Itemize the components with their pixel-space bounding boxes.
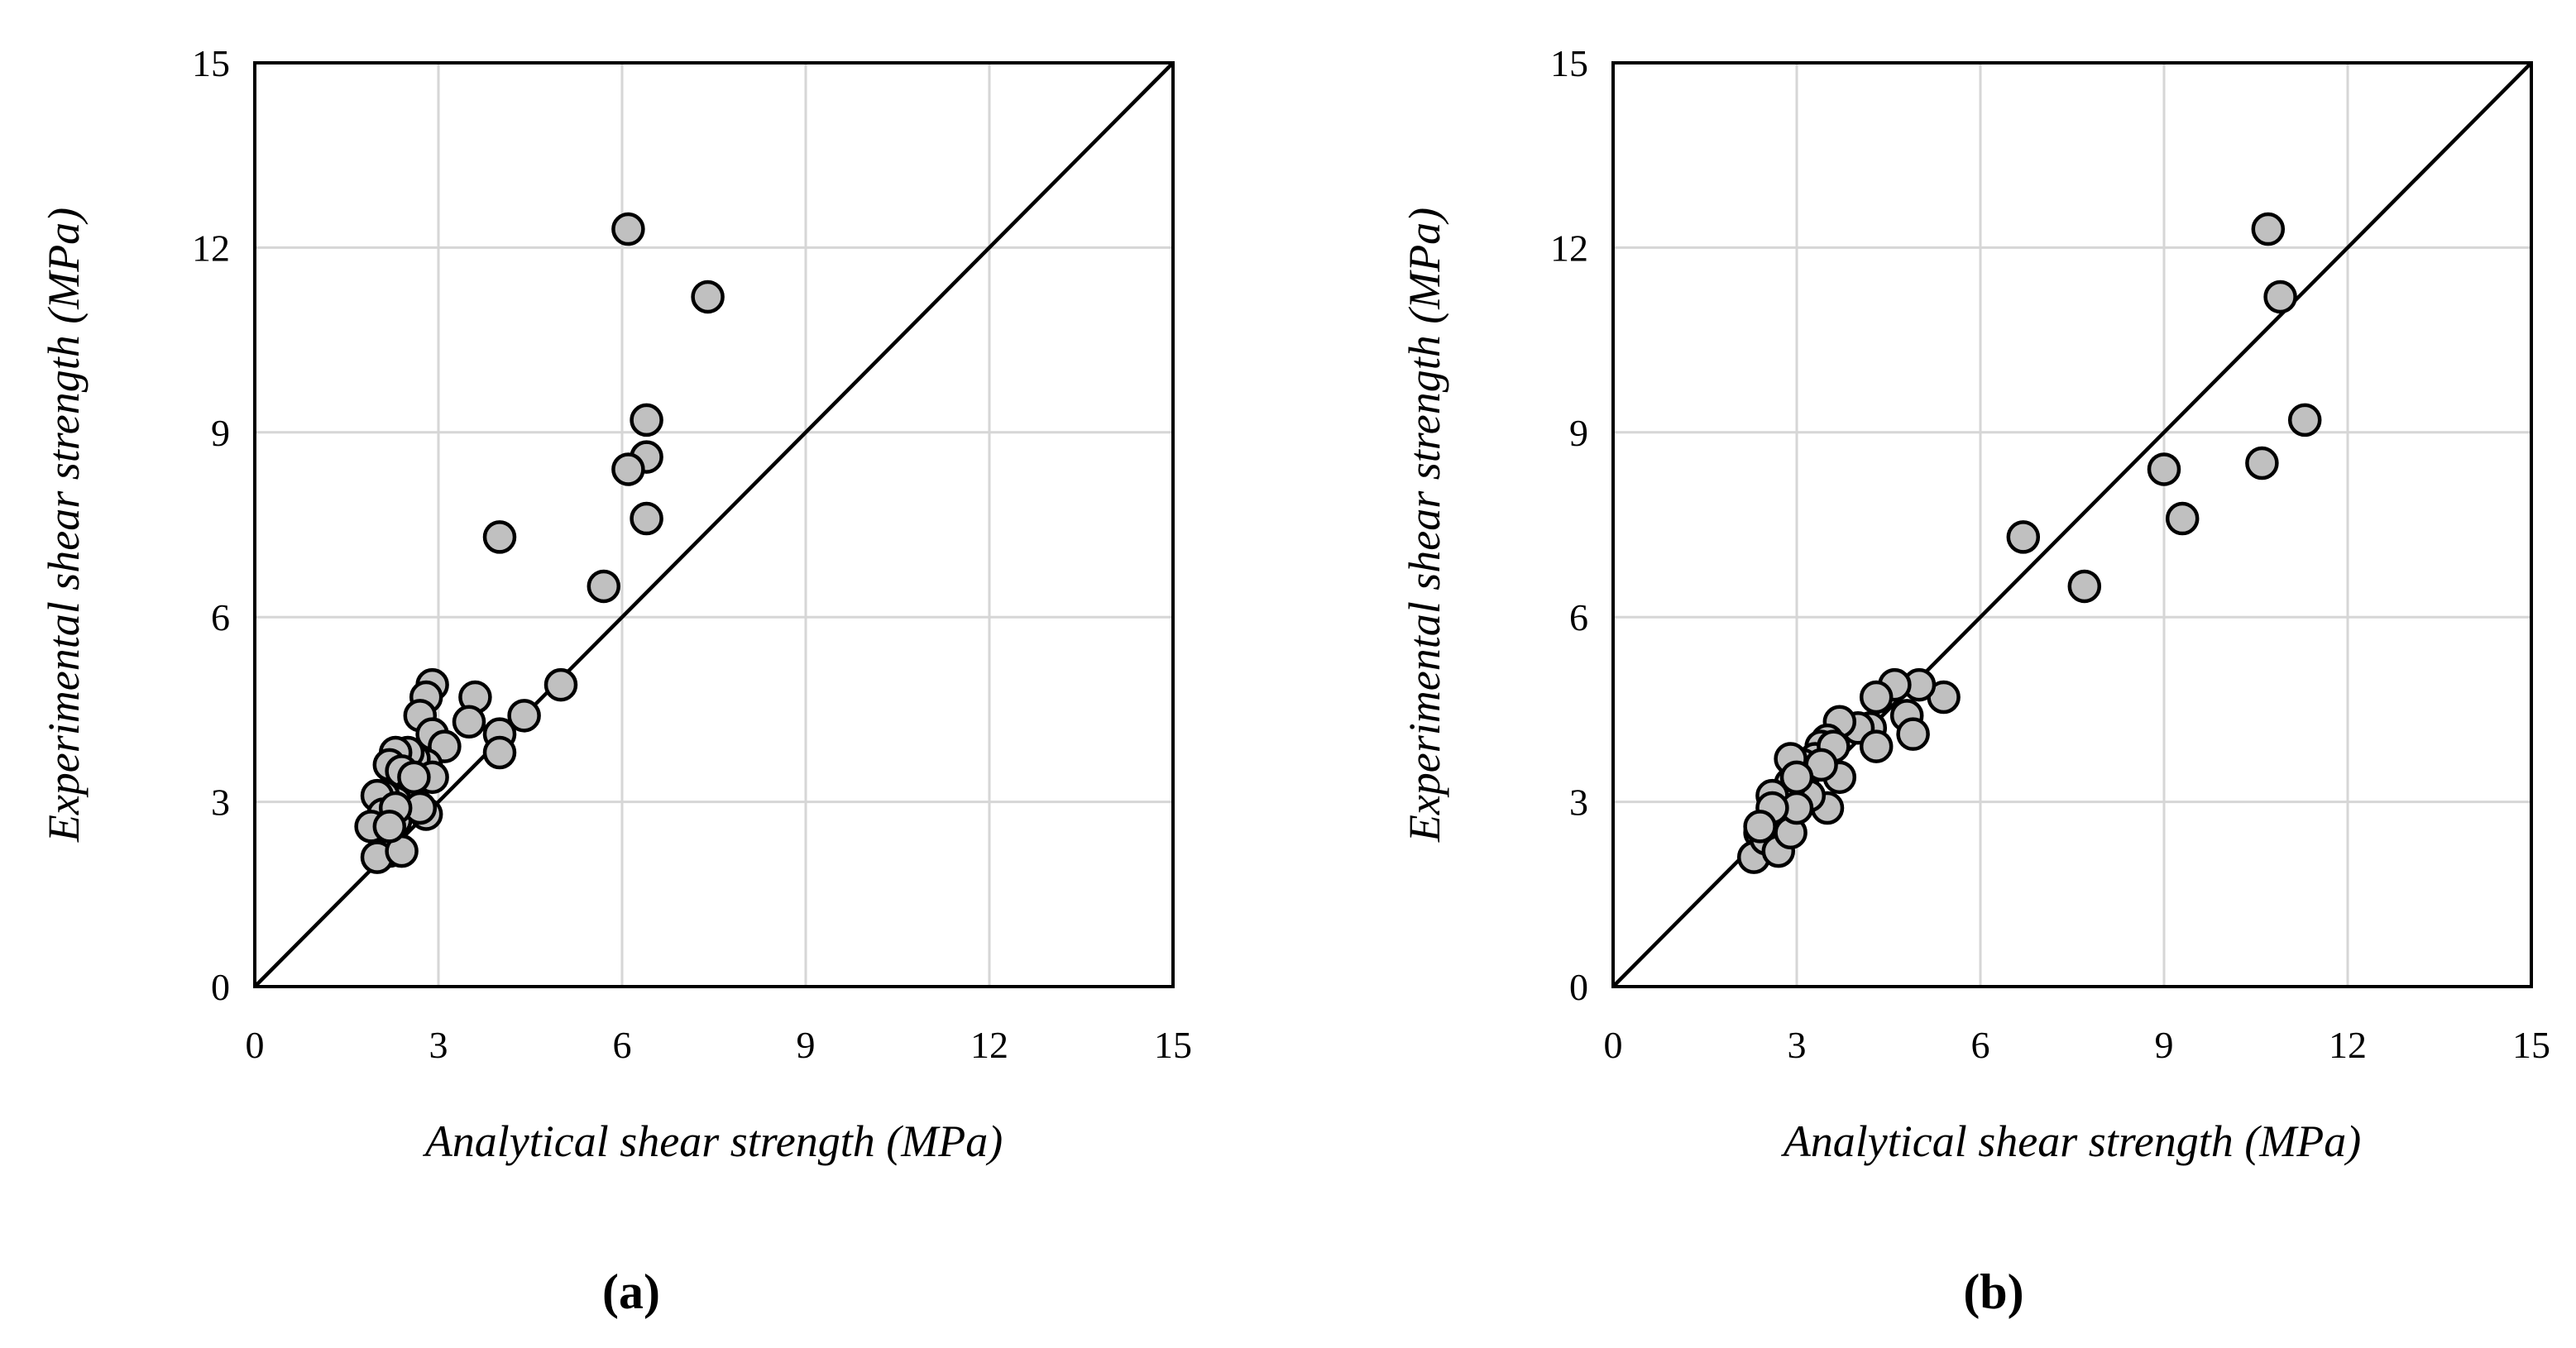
- y-tick-label: 9: [1569, 412, 1588, 454]
- x-tick-label: 9: [797, 1024, 816, 1066]
- data-point: [611, 452, 645, 486]
- y-axis-title: Experimental shear strength (MPa): [39, 208, 89, 843]
- y-tick-label: 0: [1569, 966, 1588, 1008]
- panel-label: (a): [602, 1264, 660, 1319]
- x-tick-label: 6: [613, 1024, 632, 1066]
- data-point: [1896, 717, 1930, 751]
- x-axis-title: Analytical shear strength (MPa): [1781, 1116, 2361, 1166]
- y-tick-label: 3: [1569, 782, 1588, 824]
- data-point: [372, 810, 407, 844]
- chart-panel-a: 0 3 6 9 12 15 0 3 6 9 12 15 Analytical shear strengt…: [39, 42, 1192, 1319]
- data-point: [543, 667, 578, 702]
- data-point: [2251, 212, 2286, 246]
- data-point: [482, 735, 517, 770]
- data-point: [2067, 569, 2102, 604]
- y-tick-label: 6: [1569, 596, 1588, 638]
- x-tick-label: 12: [970, 1024, 1008, 1066]
- x-tick-label: 0: [246, 1024, 265, 1066]
- data-point: [1779, 760, 1814, 795]
- y-tick-label: 3: [211, 782, 230, 824]
- data-point: [1859, 680, 1894, 715]
- x-tick-label: 6: [1971, 1024, 1990, 1066]
- x-tick-label: 9: [2155, 1024, 2174, 1066]
- y-tick-label: 6: [211, 596, 230, 638]
- panel-label: (b): [1963, 1264, 2023, 1319]
- x-tick-label: 0: [1604, 1024, 1623, 1066]
- x-axis-title: Analytical shear strength (MPa): [423, 1116, 1003, 1166]
- y-tick-label: 9: [211, 412, 230, 454]
- y-tick-label: 0: [211, 966, 230, 1008]
- x-tick-label: 15: [1154, 1024, 1192, 1066]
- data-point: [2165, 501, 2200, 536]
- data-point: [1743, 810, 1777, 844]
- reference-line: [253, 61, 1175, 988]
- data-point: [507, 699, 541, 733]
- data-point: [630, 501, 663, 536]
- y-tick-label: 15: [1550, 42, 1588, 84]
- data-point: [630, 403, 663, 437]
- data-point: [587, 569, 621, 604]
- chart-panel-b: 0 3 6 9 12 15 0 3 6 9 12 15 Analytical shear strengt…: [1400, 42, 2550, 1319]
- y-tick-label: 12: [192, 227, 230, 269]
- y-axis-title: Experimental shear strength (MPa): [1400, 208, 1449, 843]
- data-point: [2245, 446, 2279, 480]
- data-point: [1859, 729, 1894, 763]
- x-tick-label: 15: [2512, 1024, 2550, 1066]
- y-tick-label: 12: [1550, 227, 1588, 269]
- data-point: [691, 280, 725, 314]
- data-point: [2147, 452, 2181, 486]
- plot-frame: [1611, 61, 2533, 988]
- data-point: [452, 705, 486, 739]
- data-point: [2263, 280, 2297, 314]
- data-point: [2287, 403, 2322, 437]
- x-tick-label: 3: [1788, 1024, 1807, 1066]
- data-point: [2006, 520, 2041, 554]
- x-tick-label: 3: [429, 1024, 448, 1066]
- y-tick-label: 15: [192, 42, 230, 84]
- plot-frame: [253, 61, 1175, 988]
- data-point: [397, 760, 431, 795]
- x-tick-label: 12: [2329, 1024, 2367, 1066]
- data-point: [611, 212, 645, 246]
- data-point: [482, 520, 517, 554]
